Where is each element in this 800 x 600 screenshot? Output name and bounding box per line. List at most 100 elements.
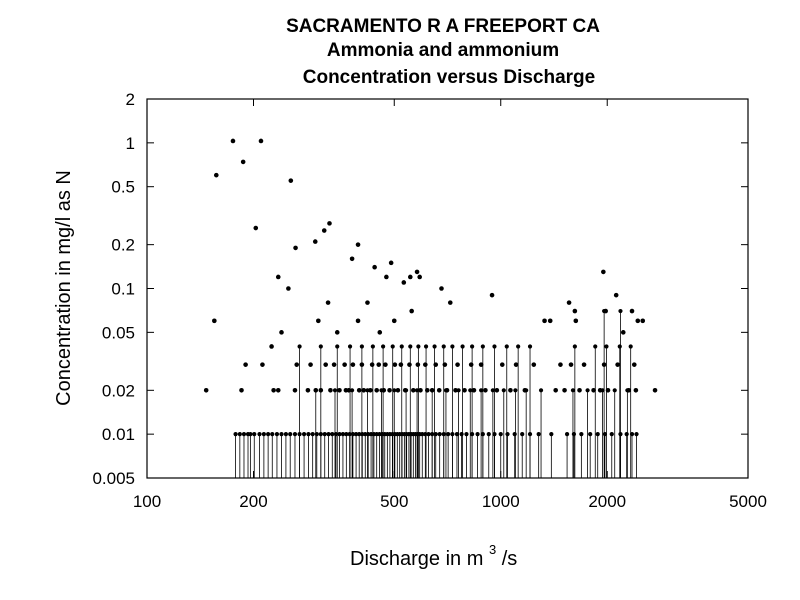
- censored-value-point: [359, 344, 364, 349]
- censored-value-point: [512, 432, 517, 437]
- censored-value-point: [564, 432, 570, 437]
- data-point: [558, 362, 563, 367]
- censored-value-point: [527, 344, 533, 349]
- data-point: [415, 362, 421, 367]
- censored-value-point: [513, 388, 518, 393]
- censored-value-point: [549, 432, 554, 437]
- censored-value-point: [604, 344, 609, 349]
- data-point: [361, 388, 367, 393]
- censored-value-point: [270, 432, 275, 437]
- data-point: [499, 362, 505, 367]
- censored-value-point: [292, 432, 298, 437]
- data-point: [323, 362, 328, 367]
- data-point: [269, 344, 274, 349]
- data-point: [478, 362, 484, 367]
- data-point: [568, 362, 574, 367]
- data-point: [334, 330, 340, 335]
- data-point: [325, 300, 331, 305]
- censored-value-point: [392, 388, 397, 393]
- censored-value-point: [365, 388, 370, 393]
- data-point: [253, 225, 259, 231]
- data-point: [531, 362, 537, 367]
- censored-value-point: [261, 432, 266, 437]
- data-point: [631, 362, 637, 367]
- censored-value-point: [340, 432, 346, 437]
- censored-value-point: [624, 432, 629, 437]
- censored-value-point: [505, 432, 510, 437]
- censored-value-point: [572, 344, 577, 349]
- censored-value-point: [593, 344, 598, 349]
- censored-value-point: [379, 388, 384, 393]
- data-point: [398, 362, 404, 367]
- data-point: [337, 388, 342, 393]
- data-point: [349, 256, 355, 262]
- censored-value-point: [416, 344, 421, 349]
- chart-subtitle-2: Concentration versus Discharge: [303, 67, 595, 88]
- censored-value-point: [516, 344, 521, 349]
- censored-value-point: [297, 344, 302, 349]
- data-point: [342, 362, 347, 367]
- censored-value-point: [446, 432, 451, 437]
- data-point: [411, 388, 416, 393]
- data-point: [455, 362, 460, 367]
- censored-value-point: [504, 344, 509, 349]
- censored-value-point: [313, 388, 318, 393]
- data-point: [316, 318, 321, 324]
- censored-value-point: [475, 432, 480, 437]
- data-point: [308, 362, 313, 367]
- x-tick-label: 2000: [588, 492, 626, 511]
- censored-value-point: [602, 308, 607, 314]
- censored-value-point: [450, 344, 455, 349]
- censored-value-point: [520, 432, 525, 437]
- data-point: [453, 388, 458, 393]
- data-point: [213, 172, 219, 178]
- data-point: [391, 318, 397, 324]
- data-point: [581, 362, 587, 367]
- data-point: [239, 388, 244, 393]
- data-point: [615, 362, 620, 367]
- data-point: [384, 274, 389, 280]
- censored-value-point: [479, 388, 484, 393]
- data-point: [629, 308, 635, 314]
- censored-value-point: [460, 344, 465, 349]
- data-point: [562, 388, 567, 393]
- censored-value-point: [288, 432, 293, 437]
- chart-title: SACRAMENTO R A FREEPORT CA: [286, 16, 600, 37]
- data-point: [321, 228, 327, 233]
- censored-value-point: [347, 432, 352, 437]
- data-point: [356, 388, 362, 393]
- data-point: [243, 362, 248, 367]
- data-point: [271, 388, 276, 393]
- y-axis-label: Concentration in mg/l as N: [53, 170, 75, 406]
- y-tick-label: 0.05: [102, 323, 135, 342]
- x-tick-label: 5000: [729, 492, 767, 511]
- censored-value-point: [430, 388, 435, 393]
- x-tick-label: 1000: [482, 492, 520, 511]
- censored-value-point: [600, 388, 605, 393]
- censored-value-point: [470, 344, 475, 349]
- data-point: [635, 318, 641, 324]
- data-point: [383, 362, 388, 367]
- censored-value-point: [498, 432, 503, 437]
- data-point: [286, 286, 291, 291]
- data-point: [613, 292, 619, 298]
- data-point: [462, 388, 467, 393]
- data-point: [388, 260, 394, 266]
- data-point: [489, 292, 495, 298]
- chart-subtitle-1: Ammonia and ammonium: [327, 40, 559, 61]
- censored-value-point: [588, 432, 593, 437]
- data-point: [601, 269, 606, 275]
- censored-value-point: [314, 432, 319, 437]
- y-tick-label: 0.02: [102, 381, 135, 400]
- data-point: [414, 269, 420, 275]
- censored-value-point: [248, 432, 253, 437]
- censored-value-point: [423, 344, 429, 349]
- censored-value-point: [332, 388, 338, 393]
- data-point: [436, 388, 442, 393]
- data-point: [468, 362, 474, 367]
- censored-value-point: [625, 388, 630, 393]
- censored-value-point: [349, 388, 355, 393]
- data-point: [483, 388, 488, 393]
- data-point: [494, 388, 500, 393]
- data-point: [573, 318, 579, 324]
